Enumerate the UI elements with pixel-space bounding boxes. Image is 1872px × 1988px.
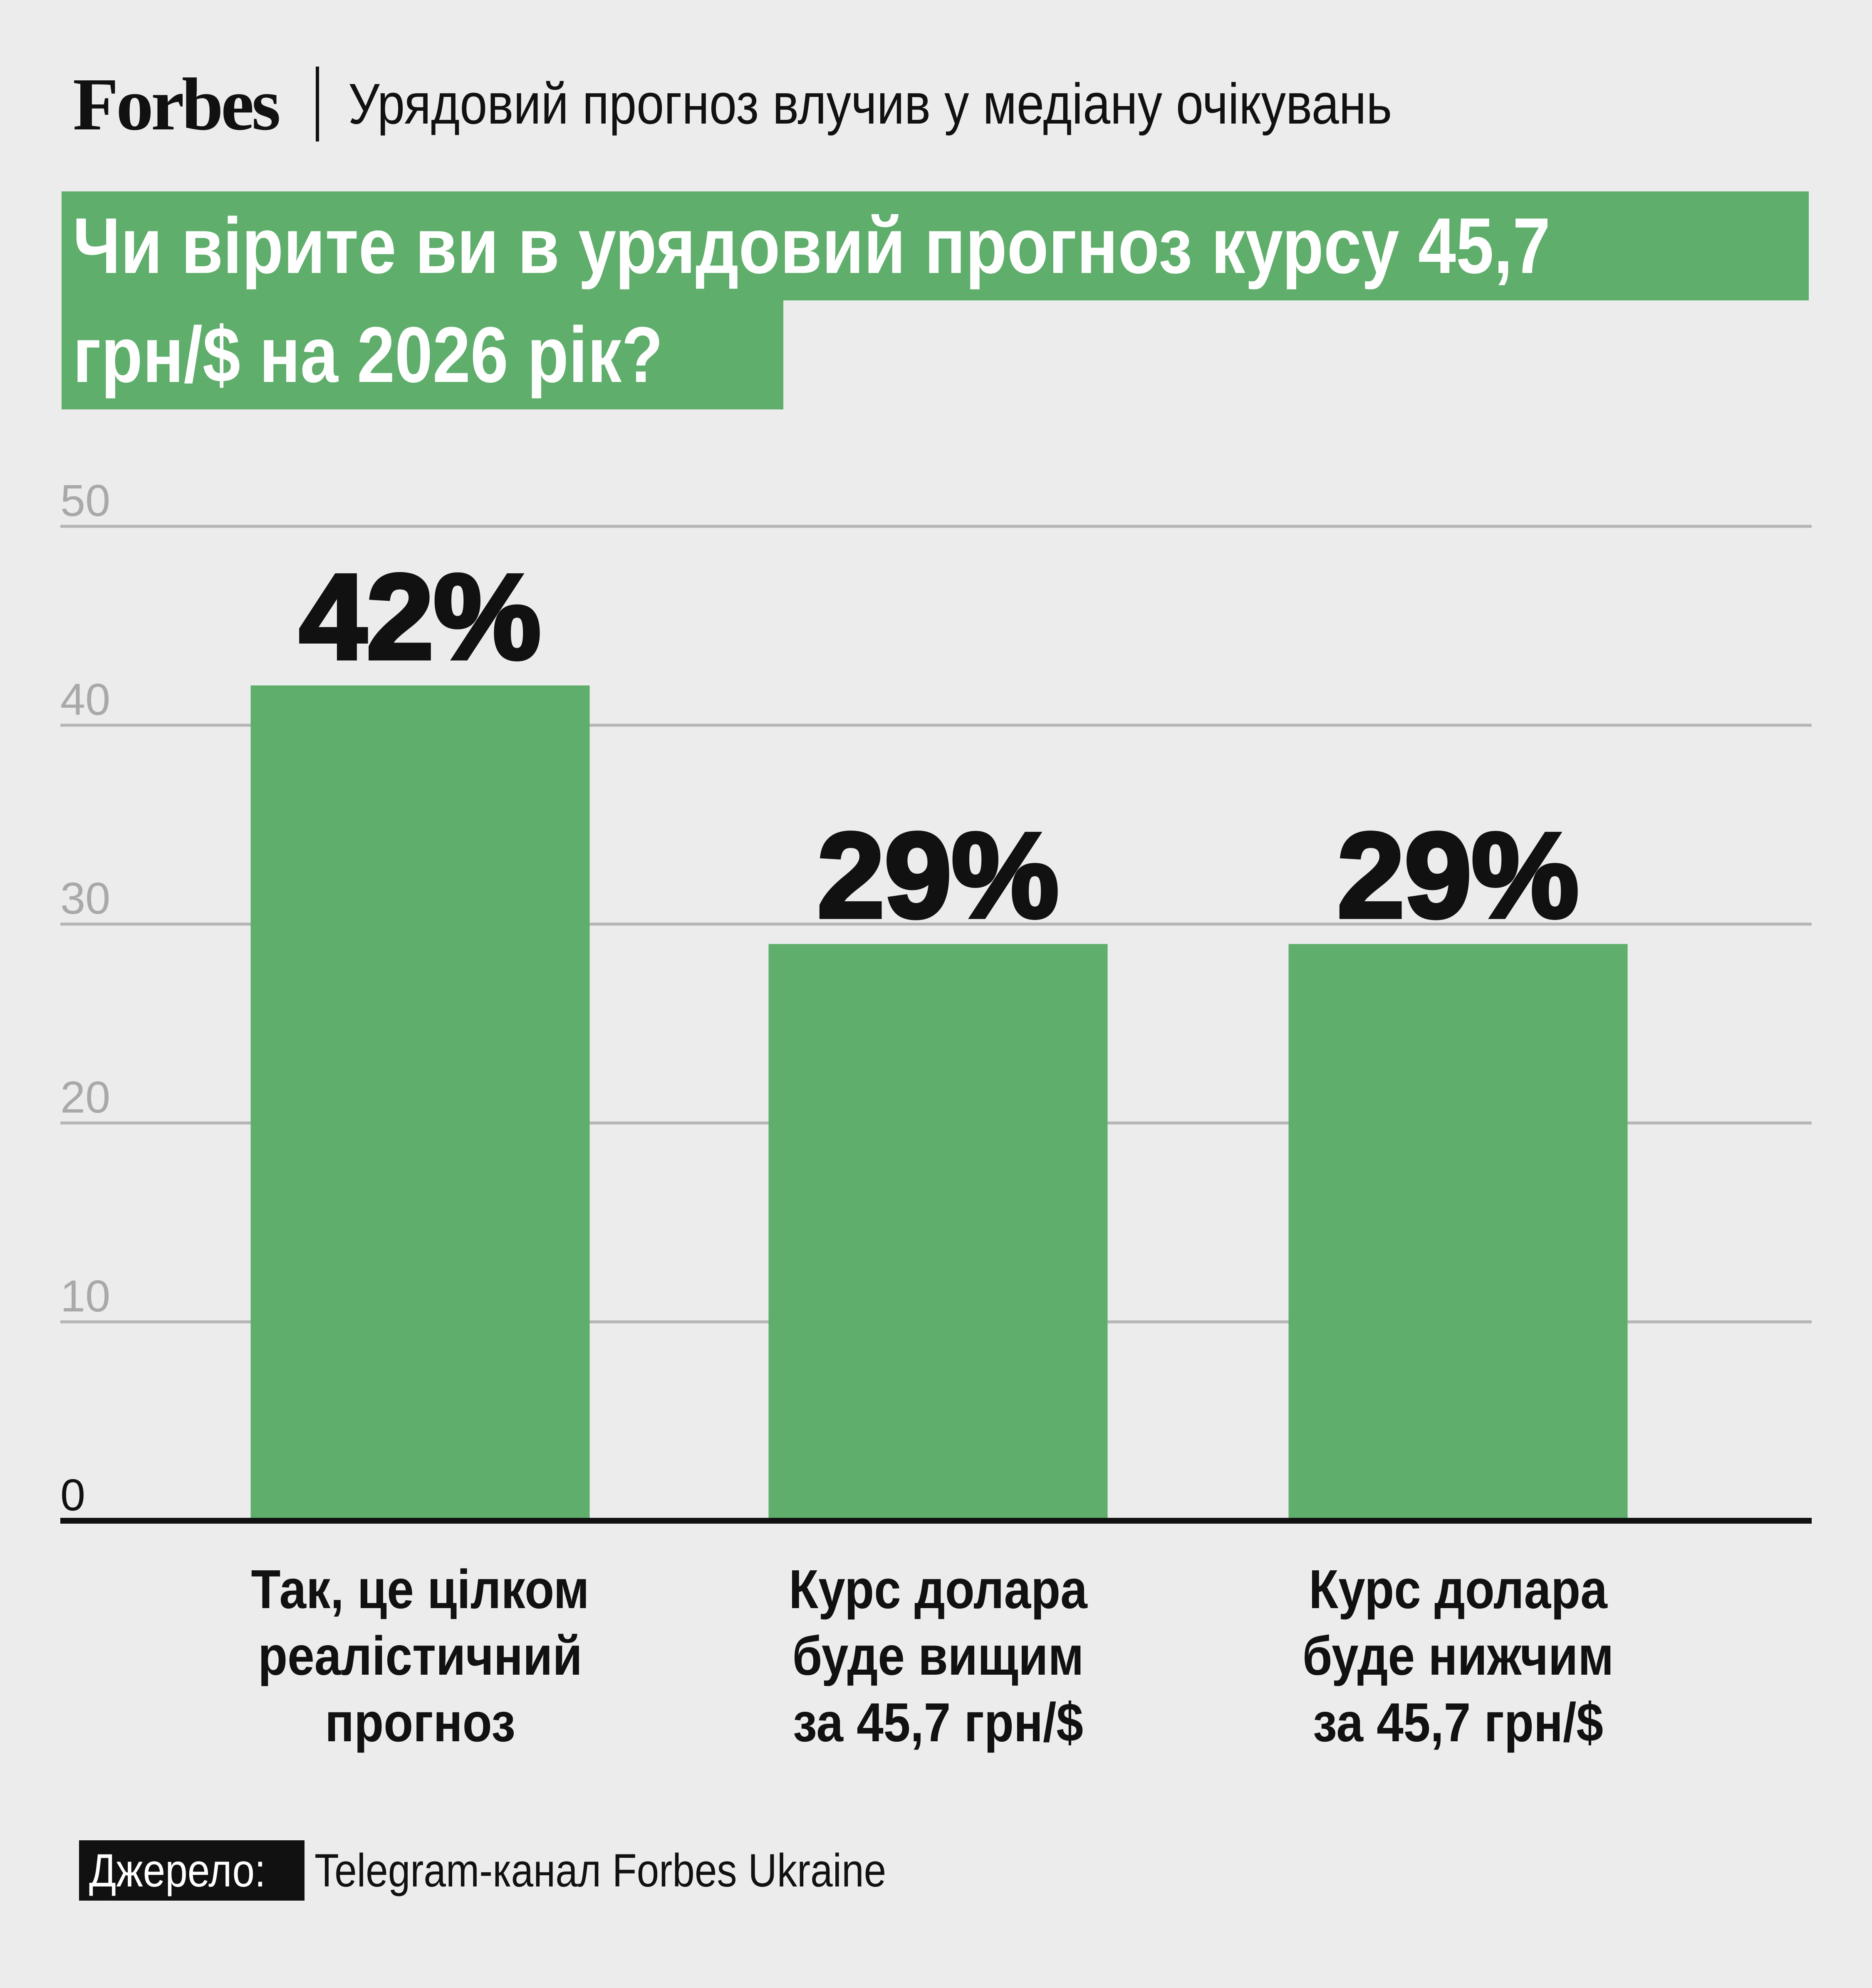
forbes-logo: Forbes: [73, 62, 281, 146]
y-tick-label: 30: [60, 873, 110, 923]
y-tick-label: 10: [60, 1271, 110, 1321]
x-tick-label-line: за 45,7 грн/$: [793, 1692, 1083, 1753]
x-tick-label: Так, це цілком реалістичний прогноз: [191, 1556, 649, 1756]
source-label: Джерело:: [79, 1840, 305, 1901]
x-tick-label-line: буде нижчим: [1302, 1625, 1614, 1686]
bar-value-label: 29%: [1337, 808, 1579, 943]
title-line-2: грн/$ на 2026 рік?: [62, 300, 783, 409]
source: Джерело: Telegram-канал Forbes Ukraine: [79, 1839, 979, 1901]
x-tick-label: Курс долара буде вищим за 45,7 грн/$: [709, 1556, 1167, 1756]
bar: [1288, 944, 1628, 1521]
y-tick-label: 0: [60, 1470, 85, 1520]
header: Forbes Урядовий прогноз влучив у медіану…: [73, 62, 1562, 146]
bar: [768, 944, 1108, 1521]
title-line-1: Чи вірите ви в урядовий прогноз курсу 45…: [62, 191, 1809, 300]
y-tick-label: 40: [60, 674, 110, 724]
source-text: Telegram-канал Forbes Ukraine: [314, 1844, 886, 1896]
x-tick-label-line: Курс долара: [789, 1559, 1087, 1620]
x-tick-label-line: буде вищим: [792, 1625, 1084, 1686]
x-tick-label-line: реалістичний: [258, 1625, 582, 1686]
x-tick-label-line: прогноз: [325, 1692, 515, 1753]
x-tick-label-line: за 45,7 грн/$: [1313, 1692, 1603, 1753]
bar-value-label: 29%: [817, 808, 1059, 943]
y-tick-label: 20: [60, 1072, 110, 1122]
x-tick-label: Курс долара буде нижчим за 45,7 грн/$: [1229, 1556, 1687, 1756]
bar-value-label: 42%: [300, 549, 541, 684]
bar: [250, 685, 590, 1521]
x-tick-label-line: Курс долара: [1309, 1559, 1607, 1620]
header-divider: [315, 67, 319, 141]
header-subtitle: Урядовий прогноз влучив у медіану очікув…: [348, 72, 1392, 136]
y-tick-label: 50: [60, 475, 110, 526]
x-tick-label-line: Так, це цілком: [251, 1559, 589, 1620]
chart-title: Чи вірите ви в урядовий прогноз курсу 45…: [62, 191, 1809, 409]
